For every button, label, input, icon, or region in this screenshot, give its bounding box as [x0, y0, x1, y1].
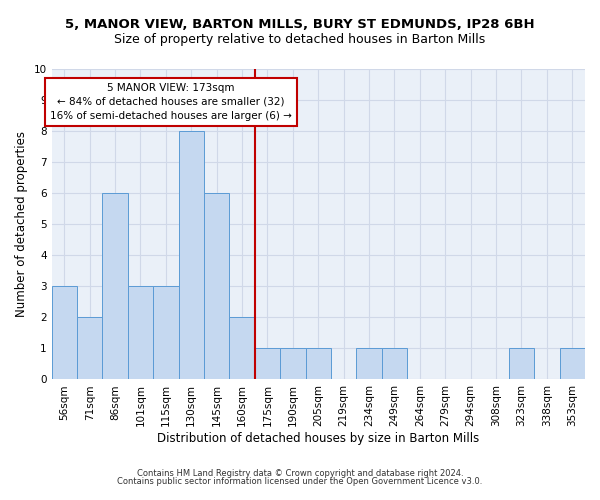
- Bar: [560, 348, 585, 380]
- Y-axis label: Number of detached properties: Number of detached properties: [15, 131, 28, 317]
- Bar: [229, 318, 255, 380]
- Bar: [52, 286, 77, 380]
- Bar: [204, 193, 229, 380]
- Bar: [103, 193, 128, 380]
- Text: 5 MANOR VIEW: 173sqm
← 84% of detached houses are smaller (32)
16% of semi-detac: 5 MANOR VIEW: 173sqm ← 84% of detached h…: [50, 83, 292, 121]
- Bar: [77, 318, 103, 380]
- Bar: [509, 348, 534, 380]
- Bar: [153, 286, 179, 380]
- Bar: [280, 348, 305, 380]
- Bar: [179, 131, 204, 380]
- Bar: [255, 348, 280, 380]
- Text: Contains public sector information licensed under the Open Government Licence v3: Contains public sector information licen…: [118, 477, 482, 486]
- Text: Size of property relative to detached houses in Barton Mills: Size of property relative to detached ho…: [115, 32, 485, 46]
- Bar: [305, 348, 331, 380]
- X-axis label: Distribution of detached houses by size in Barton Mills: Distribution of detached houses by size …: [157, 432, 479, 445]
- Bar: [382, 348, 407, 380]
- Bar: [356, 348, 382, 380]
- Text: Contains HM Land Registry data © Crown copyright and database right 2024.: Contains HM Land Registry data © Crown c…: [137, 468, 463, 477]
- Text: 5, MANOR VIEW, BARTON MILLS, BURY ST EDMUNDS, IP28 6BH: 5, MANOR VIEW, BARTON MILLS, BURY ST EDM…: [65, 18, 535, 30]
- Bar: [128, 286, 153, 380]
